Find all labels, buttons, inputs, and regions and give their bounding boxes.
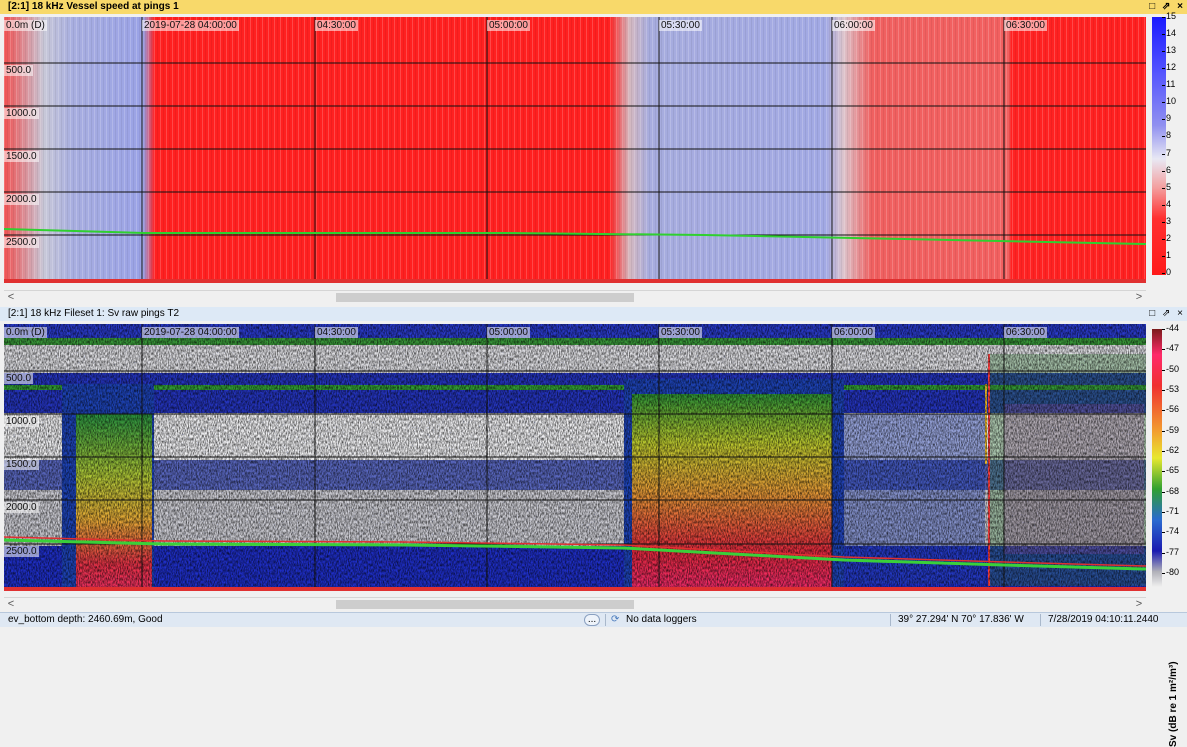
- seabed-line: [4, 538, 1146, 571]
- scroll-left-button[interactable]: <: [7, 291, 15, 303]
- time-label: 05:30:00: [659, 20, 702, 31]
- position-status: 39° 27.294' N 70° 17.836' W: [898, 614, 1024, 625]
- bottom-horizontal-scrollbar[interactable]: < >: [4, 597, 1146, 611]
- sv-title: [2:1] 18 kHz Fileset 1: Sv raw pings T2: [8, 308, 180, 319]
- vessel-speed-title: [2:1] 18 kHz Vessel speed at pings 1: [8, 1, 179, 12]
- sv-title-bar: [2:1] 18 kHz Fileset 1: Sv raw pings T2 …: [0, 307, 1187, 321]
- colorbar-tick-label: -56: [1161, 404, 1180, 415]
- depth-label: 1500.0: [4, 459, 39, 470]
- colorbar-tick-label: 5: [1161, 181, 1172, 192]
- colorbar-tick-label: -50: [1161, 363, 1180, 374]
- sv-colorbar: [1152, 329, 1162, 587]
- colorbar-tick-label: -71: [1161, 506, 1180, 516]
- depth-label: 2500.0: [4, 546, 39, 557]
- seabed-line: [4, 228, 1146, 245]
- depth-label: 1000.0: [4, 108, 39, 119]
- time-label: 2019-07-28 04:00:00: [142, 20, 239, 31]
- time-label: 04:30:00: [315, 327, 358, 338]
- sv-echogram-panel: [2:1] 18 kHz Fileset 1: Sv raw pings T2 …: [0, 307, 1187, 747]
- colorbar-tick-label: -44: [1161, 323, 1180, 333]
- speed-colorbar-ticks: 15 14 13 12 11 10 9 8 7 6 5 4 3 2 1 0: [1161, 11, 1186, 277]
- depth-label: 500.0: [4, 373, 34, 384]
- status-bar: ev_bottom depth: 2460.69m, Good ... ⟳ No…: [0, 612, 1187, 627]
- time-label: 05:30:00: [659, 327, 702, 338]
- colorbar-tick-label: 4: [1161, 198, 1172, 209]
- sv-colorbar-ticks: -44 -47 -50 -53 -56 -59 -62 -65 -68 -71 -74 -77 -80: [1161, 323, 1186, 589]
- scroll-thumb[interactable]: [336, 293, 634, 302]
- status-separator: [1040, 614, 1041, 626]
- vessel-speed-title-bar: [2:1] 18 kHz Vessel speed at pings 1 □ ⇗…: [0, 0, 1187, 14]
- vessel-speed-echogram-panel: [2:1] 18 kHz Vessel speed at pings 1 □ ⇗…: [0, 0, 1187, 306]
- colorbar-tick-label: 15: [1161, 11, 1177, 21]
- depth-label: 2500.0: [4, 237, 39, 248]
- colorbar-tick-label: 3: [1161, 215, 1172, 226]
- depth-label: 0.0m (D): [4, 20, 47, 31]
- time-label: 04:30:00: [315, 20, 358, 31]
- scroll-right-button[interactable]: >: [1135, 598, 1143, 610]
- colorbar-tick-label: 10: [1161, 96, 1177, 107]
- window-control-icons[interactable]: □ ⇗ ×: [1149, 1, 1185, 12]
- time-status: 7/28/2019 04:10:11.2440: [1048, 614, 1159, 625]
- ping-texture: [4, 17, 1146, 283]
- depth-label: 500.0: [4, 65, 34, 76]
- time-label: 06:30:00: [1004, 20, 1047, 31]
- scroll-thumb[interactable]: [336, 600, 634, 609]
- depth-label: 2000.0: [4, 194, 39, 205]
- status-separator: [605, 614, 606, 626]
- bottom-depth-status: ev_bottom depth: 2460.69m, Good: [8, 614, 163, 625]
- time-label: 2019-07-28 04:00:00: [142, 327, 239, 338]
- ping-marker-strip: [4, 279, 1146, 283]
- colorbar-tick-label: 9: [1161, 113, 1172, 124]
- status-separator: [890, 614, 891, 626]
- depth-label: 1500.0: [4, 151, 39, 162]
- data-logger-status: No data loggers: [626, 614, 697, 625]
- colorbar-tick-label: -59: [1161, 424, 1180, 435]
- colorbar-tick-label: 13: [1161, 45, 1177, 56]
- colorbar-tick-label: 12: [1161, 62, 1177, 73]
- colorbar-tick-label: 7: [1161, 147, 1172, 158]
- time-label: 06:00:00: [832, 327, 875, 338]
- data-logger-icon: ⟳: [611, 614, 620, 625]
- time-label: 06:30:00: [1004, 327, 1047, 338]
- colorbar-tick-label: -47: [1161, 343, 1180, 354]
- colorbar-tick-label: 2: [1161, 232, 1172, 243]
- ping-marker-strip: [4, 587, 1146, 591]
- time-label: 06:00:00: [832, 20, 875, 31]
- colorbar-tick-label: -65: [1161, 465, 1180, 476]
- colorbar-tick-label: 1: [1161, 249, 1172, 260]
- colorbar-tick-label: 6: [1161, 164, 1172, 175]
- vessel-speed-canvas: [4, 17, 1146, 283]
- colorbar-tick-label: 8: [1161, 130, 1172, 141]
- time-label: 05:00:00: [487, 20, 530, 31]
- scroll-left-button[interactable]: <: [7, 598, 15, 610]
- colorbar-tick-label: -68: [1161, 485, 1180, 496]
- scroll-right-button[interactable]: >: [1135, 291, 1143, 303]
- colorbar-tick-label: -80: [1161, 567, 1180, 577]
- depth-label: 1000.0: [4, 416, 39, 427]
- echogram-grid: [4, 17, 1146, 279]
- colorbar-tick-label: 14: [1161, 28, 1177, 39]
- seabed-red-line: [4, 536, 1146, 567]
- depth-label: 0.0m (D): [4, 327, 47, 338]
- sv-echogram[interactable]: 0.0m (D) 500.0 1000.0 1500.0 2000.0 2500…: [4, 324, 1146, 591]
- time-label: 05:00:00: [487, 327, 530, 338]
- sv-canvas: [4, 324, 1146, 591]
- colorbar-tick-label: -74: [1161, 526, 1180, 537]
- colorbar-tick-label: -62: [1161, 445, 1180, 455]
- window-control-icons[interactable]: □ ⇗ ×: [1149, 308, 1185, 319]
- vessel-speed-echogram[interactable]: 0.0m (D) 500.0 1000.0 1500.0 2000.0 2500…: [4, 17, 1146, 283]
- depth-label: 2000.0: [4, 502, 39, 513]
- sv-colorbar-unit: Sv (dB re 1 m²/m³): [1168, 661, 1179, 747]
- colorbar-tick-label: 11: [1161, 79, 1176, 90]
- speed-colorbar: [1152, 17, 1166, 275]
- colorbar-tick-label: 0: [1161, 267, 1172, 277]
- colorbar-tick-label: -53: [1161, 384, 1180, 394]
- more-button[interactable]: ...: [584, 614, 600, 626]
- colorbar-tick-label: -77: [1161, 546, 1180, 557]
- top-horizontal-scrollbar[interactable]: < >: [4, 290, 1146, 304]
